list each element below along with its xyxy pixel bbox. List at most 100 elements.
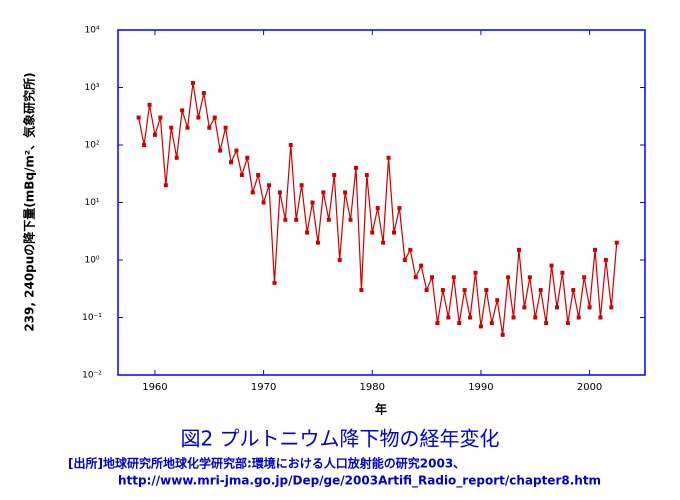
data-point xyxy=(478,324,483,329)
data-point xyxy=(163,183,168,188)
caption: 図2 プルトニウム降下物の経年変化 xyxy=(180,427,499,451)
data-point xyxy=(522,305,527,310)
data-point xyxy=(158,115,163,120)
y-tick-label: 10⁻² xyxy=(82,371,102,381)
y-axis-label: 239, 240puの降下量(mBq/m²、気象研究所) xyxy=(22,72,37,331)
data-point xyxy=(473,270,478,275)
data-point xyxy=(402,258,407,262)
data-point xyxy=(533,315,538,320)
data-point xyxy=(419,263,424,268)
data-point xyxy=(370,230,375,235)
data-point xyxy=(277,190,282,195)
x-tick-label: 2000 xyxy=(577,382,602,393)
data-point xyxy=(343,190,348,195)
data-point xyxy=(549,263,554,268)
y-tick-label: 10⁴ xyxy=(84,26,99,36)
x-tick-label: 1990 xyxy=(468,382,493,393)
data-point xyxy=(294,217,299,222)
data-point xyxy=(147,102,152,107)
data-point xyxy=(582,275,587,280)
data-point xyxy=(305,230,310,235)
data-point xyxy=(169,125,174,130)
data-point xyxy=(332,173,337,178)
data-point xyxy=(391,230,396,235)
data-point xyxy=(511,315,516,320)
data-point xyxy=(142,143,147,147)
data-point xyxy=(212,115,217,120)
data-point xyxy=(609,305,614,310)
data-point xyxy=(375,206,380,211)
data-point xyxy=(185,125,190,130)
data-point xyxy=(337,258,342,262)
data-point xyxy=(424,288,429,293)
data-point xyxy=(495,298,500,303)
data-point xyxy=(196,115,201,120)
data-point xyxy=(413,275,418,280)
source-line: [出所]地球研究所地球化学研究部:環境における人口放射能の研究2003、 xyxy=(68,456,465,471)
y-tick-label: 10¹ xyxy=(84,198,99,208)
data-point xyxy=(386,155,391,160)
data-point xyxy=(614,240,619,245)
data-point xyxy=(527,275,532,280)
data-point xyxy=(288,143,293,147)
data-point xyxy=(554,305,559,310)
data-point xyxy=(565,321,570,326)
data-point xyxy=(364,173,369,178)
data-point xyxy=(576,315,581,320)
data-point xyxy=(462,288,467,293)
x-tick-label: 1980 xyxy=(360,382,385,393)
data-point xyxy=(408,247,413,252)
data-point xyxy=(451,275,456,280)
data-point xyxy=(245,155,250,160)
data-point xyxy=(430,275,435,280)
data-point xyxy=(500,332,505,337)
x-tick-label: 1960 xyxy=(142,382,167,393)
data-point xyxy=(207,125,212,130)
data-point xyxy=(229,160,234,165)
data-point xyxy=(484,288,489,293)
data-point xyxy=(587,305,592,310)
data-point xyxy=(267,183,272,188)
data-point xyxy=(603,258,608,262)
data-point xyxy=(516,247,521,252)
data-point xyxy=(261,200,266,205)
data-point xyxy=(326,217,331,222)
data-point xyxy=(174,155,179,160)
data-point xyxy=(381,240,386,245)
data-point xyxy=(201,91,206,96)
data-point xyxy=(321,190,326,195)
y-tick-label: 10² xyxy=(84,141,99,151)
data-point xyxy=(571,288,576,293)
source-url: http://www.mri-jma.go.jp/Dep/ge/2003Arti… xyxy=(118,474,601,489)
data-point xyxy=(397,206,402,211)
data-point xyxy=(468,315,473,320)
data-point xyxy=(239,173,244,178)
data-point xyxy=(310,200,315,205)
data-point xyxy=(506,275,511,280)
data-point xyxy=(435,321,440,326)
data-point xyxy=(190,80,195,85)
data-point xyxy=(593,247,598,252)
data-point xyxy=(560,270,565,275)
data-point xyxy=(299,183,304,188)
data-point xyxy=(250,190,255,195)
data-point xyxy=(440,288,445,293)
data-point xyxy=(223,125,228,130)
data-point xyxy=(218,148,223,153)
data-point xyxy=(272,280,277,285)
x-tick-label: 1970 xyxy=(251,382,276,393)
y-tick-label: 10⁻¹ xyxy=(82,313,102,323)
data-point xyxy=(180,108,185,113)
data-point xyxy=(489,321,494,326)
data-point xyxy=(234,148,239,153)
data-point xyxy=(598,315,603,320)
data-point xyxy=(283,217,288,222)
x-axis-label: 年 xyxy=(375,402,387,417)
data-point xyxy=(353,165,358,170)
data-point xyxy=(544,321,549,326)
data-point xyxy=(359,288,364,293)
data-point xyxy=(457,321,462,326)
data-point xyxy=(152,132,157,137)
data-point xyxy=(348,217,353,222)
